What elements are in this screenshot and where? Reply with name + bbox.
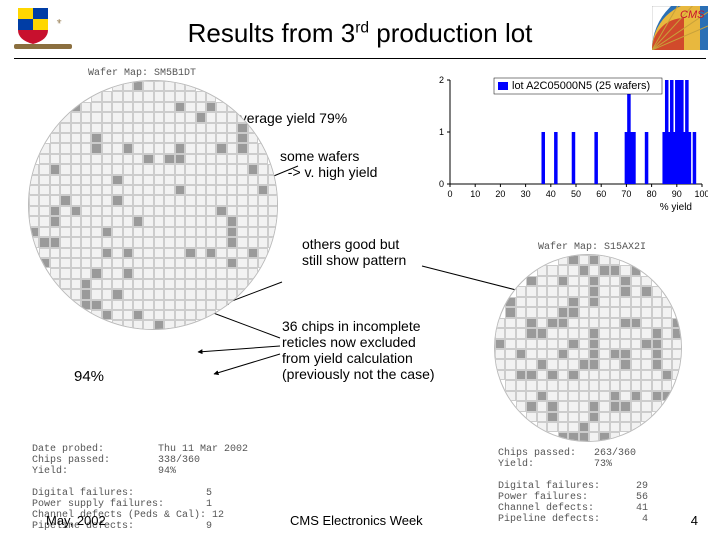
wafer-left-map <box>28 80 278 330</box>
svg-text:0: 0 <box>447 189 452 199</box>
slide-title: Results from 3rd production lot <box>0 18 720 49</box>
svg-text:90: 90 <box>672 189 682 199</box>
svg-text:0: 0 <box>439 179 444 189</box>
svg-text:50: 50 <box>571 189 581 199</box>
svg-text:10: 10 <box>470 189 480 199</box>
some-wafers-label: some wafers -> v. high yield <box>280 148 377 180</box>
svg-text:CMS: CMS <box>680 9 705 21</box>
wafer-right-map <box>494 254 682 442</box>
wafer-right-caption-bottom: Chips passed: 263/360 Yield: 73% Digital… <box>498 448 648 525</box>
svg-text:20: 20 <box>495 189 505 199</box>
svg-text:1: 1 <box>439 127 444 137</box>
footer-center: CMS Electronics Week <box>290 513 423 528</box>
incomplete-label: 36 chips in incomplete reticles now excl… <box>282 318 435 382</box>
svg-text:lot A2C05000N5 (25 wafers): lot A2C05000N5 (25 wafers) <box>512 80 650 92</box>
svg-text:2: 2 <box>439 75 444 85</box>
cms-logo: CMS <box>652 6 708 50</box>
header-rule <box>14 58 706 59</box>
footer-page: 4 <box>691 513 698 528</box>
svg-text:100: 100 <box>694 189 708 199</box>
svg-text:60: 60 <box>596 189 606 199</box>
svg-text:% yield: % yield <box>660 202 692 213</box>
wafer-left-caption-top: Wafer Map: SM5B1DT <box>88 68 196 79</box>
svg-text:80: 80 <box>647 189 657 199</box>
svg-text:70: 70 <box>621 189 631 199</box>
yield-histogram: 0120102030405060708090100% yieldlot A2C0… <box>428 72 708 228</box>
footer-date: May, 2002 <box>46 513 106 528</box>
wafer-right-caption-top: Wafer Map: S15AX2I <box>538 242 646 253</box>
others-label: others good but still show pattern <box>302 236 406 268</box>
yield-left-value: 94% <box>74 368 104 385</box>
svg-text:30: 30 <box>521 189 531 199</box>
svg-text:40: 40 <box>546 189 556 199</box>
